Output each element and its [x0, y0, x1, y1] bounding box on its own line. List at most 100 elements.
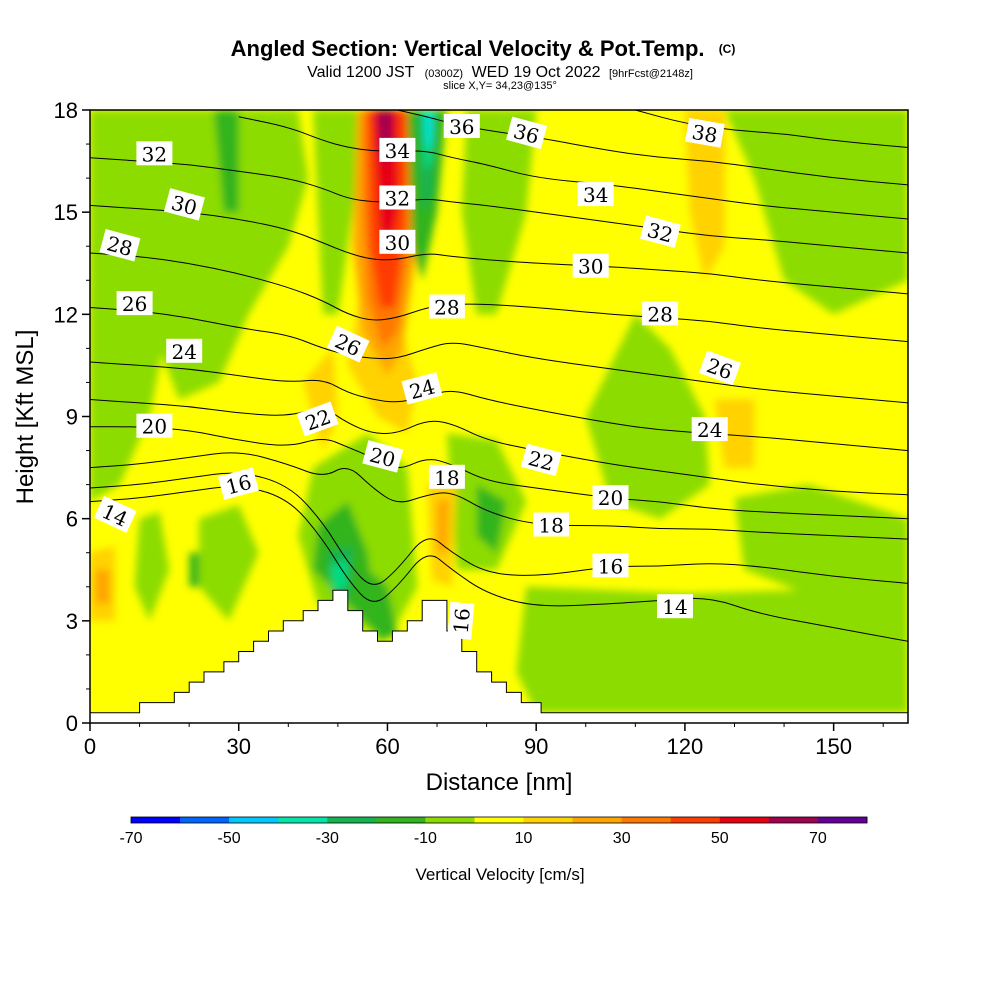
contour-label-text: 38: [690, 120, 719, 148]
x-tick-label: 0: [84, 734, 96, 759]
contour-label-bg: [428, 464, 465, 489]
contour-label-bg: [163, 188, 205, 221]
y-tick-label: 6: [66, 507, 78, 532]
x-tick-label: 150: [815, 734, 852, 759]
theta-contour-26: [90, 307, 908, 404]
velocity-region: [199, 505, 259, 621]
subtitle-date: WED 19 Oct 2022: [472, 64, 601, 81]
colorbar-label: -30: [316, 830, 339, 847]
contour-label-bg: [506, 116, 548, 150]
contour-label-bg: [326, 325, 370, 363]
contour-label-bg: [577, 182, 614, 207]
velocity-region: [95, 569, 110, 604]
colorbar-label: 70: [809, 830, 827, 847]
contour-label-bg: [296, 401, 339, 437]
velocity-region: [367, 569, 398, 642]
contour-label-bg: [99, 228, 141, 262]
contour-label: 26: [116, 291, 153, 316]
colorbar-swatch: [229, 817, 279, 823]
colorbar-swatch: [425, 817, 475, 823]
contour-label-bg: [533, 512, 570, 537]
colorbar-swatch: [523, 817, 574, 823]
colorbar-swatch: [719, 817, 770, 823]
contour-label-text: 30: [385, 231, 410, 255]
chart-title-text: Angled Section: Vertical Velocity & Pot.…: [231, 36, 705, 61]
theta-contour-18: [90, 452, 908, 540]
colorbar-swatch: [376, 817, 426, 823]
colorbar-label: -50: [218, 830, 241, 847]
contour-label-text: 24: [697, 418, 722, 442]
colorbar-swatch: [768, 817, 819, 823]
contour-label-text: 32: [385, 187, 410, 211]
contour-label: 24: [691, 417, 728, 442]
theta-contour-36: [397, 110, 908, 186]
subtitle-run: [9hrFcst@2148z]: [609, 68, 693, 80]
terrain-profile: [90, 589, 908, 723]
x-tick-label: 30: [226, 734, 250, 759]
contour-label: 38: [685, 117, 725, 148]
contour-label: 16: [217, 467, 259, 500]
velocity-region: [724, 110, 908, 315]
velocity-region: [330, 559, 348, 591]
contour-label-bg: [401, 372, 443, 405]
colorbar-swatch: [131, 817, 181, 823]
contour-label-bg: [379, 229, 416, 254]
contour-label: 18: [533, 512, 570, 538]
y-tick-label: 18: [54, 98, 78, 123]
contour-label-text: 14: [662, 595, 687, 619]
velocity-region: [516, 586, 908, 713]
contour-label-bg: [362, 440, 404, 473]
contour-label: 30: [572, 253, 609, 279]
contour-label-bg: [592, 485, 629, 510]
velocity-region: [714, 399, 755, 468]
slice-info: slice X,Y= 34,23@135°: [443, 80, 557, 92]
subtitle-utc: (0300Z): [425, 68, 464, 80]
contour-label-text: 18: [538, 514, 563, 538]
velocity-region: [425, 110, 433, 148]
colorbar-swatch: [817, 817, 868, 823]
contour-label-text: 32: [142, 142, 167, 166]
contour-label-text: 34: [385, 139, 410, 163]
contour-label-text: 36: [449, 115, 474, 139]
contour-label-bg: [443, 114, 480, 138]
contour-label: 36: [443, 114, 480, 139]
contour-label: 20: [136, 413, 173, 439]
contour-label: 16: [592, 553, 629, 578]
contour-label-bg: [642, 301, 679, 326]
contour-label-bg: [166, 338, 203, 363]
theta-contour-30: [90, 204, 908, 295]
theta-contours: [90, 110, 908, 642]
velocity-region: [437, 498, 450, 553]
contour-label: 32: [136, 141, 173, 166]
theta-contour-34: [238, 116, 908, 220]
chart-subtitle: Valid 1200 JST (0300Z) WED 19 Oct 2022 […: [307, 64, 693, 81]
colorbar-swatch: [278, 817, 328, 823]
contour-label-text: 28: [647, 302, 672, 326]
contour-label-bg: [685, 117, 725, 148]
colorbar-swatch: [327, 817, 377, 823]
theta-contour-16: [90, 472, 908, 585]
contour-label-bg: [592, 553, 629, 578]
contour-label-bg: [116, 291, 153, 316]
subtitle-valid: Valid 1200 JST: [307, 64, 415, 81]
y-tick-label: 12: [54, 302, 78, 327]
velocity-region: [213, 110, 239, 213]
chart-title-mark: (C): [719, 42, 736, 56]
theta-contour-22: [90, 399, 908, 496]
plot-area: 1416202426283032222634323020242836181636…: [90, 110, 908, 723]
velocity-region: [585, 314, 710, 519]
contour-label: 14: [657, 594, 693, 619]
colorbar-title: Vertical Velocity [cm/s]: [415, 865, 584, 884]
velocity-region: [313, 110, 368, 315]
contour-label-bg: [572, 253, 609, 278]
colorbar-frame: [130, 816, 868, 824]
contour-label-text: 18: [434, 466, 459, 490]
contour-label-bg: [93, 495, 137, 533]
contour-label-bg: [698, 350, 741, 386]
velocity-region: [734, 484, 908, 604]
contour-label-text: 16: [449, 607, 475, 634]
velocity-region: [189, 552, 200, 587]
y-tick-label: 9: [66, 405, 78, 430]
contour-label: 34: [379, 137, 416, 163]
contour-label-text: 30: [578, 255, 603, 279]
